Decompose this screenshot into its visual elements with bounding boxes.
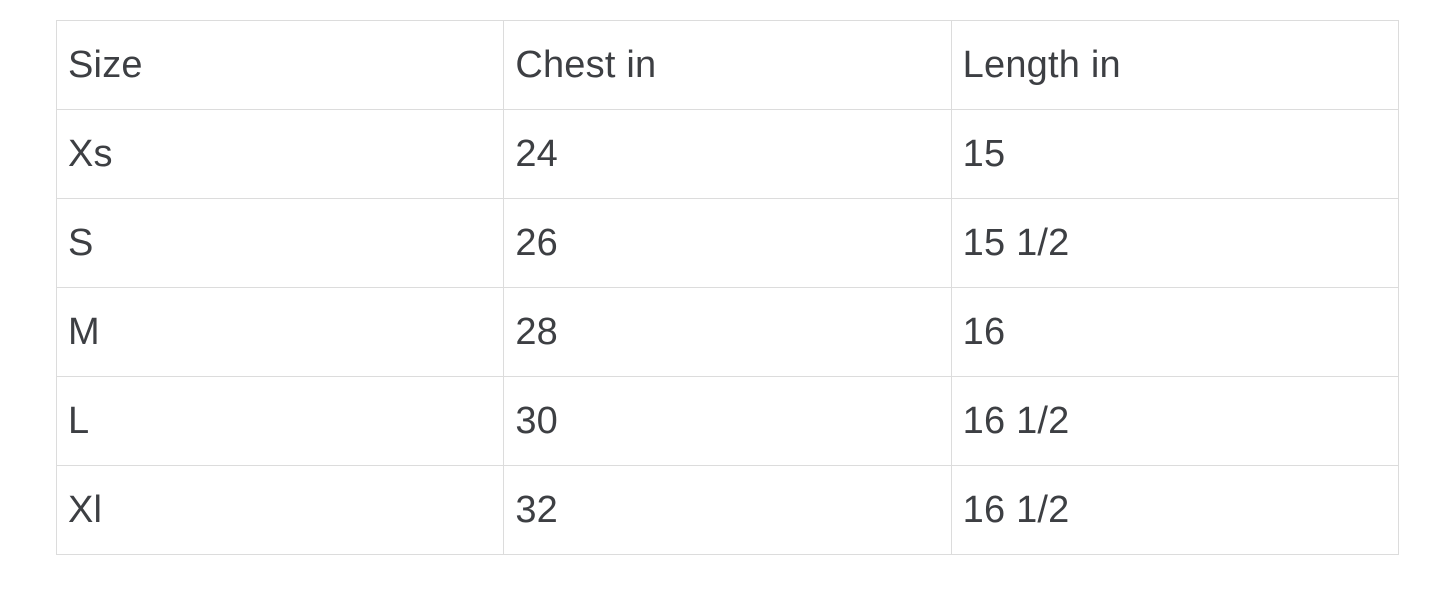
cell-chest: 30 [503,376,952,466]
cell-length: 15 1/2 [950,198,1400,288]
cell-length: 16 [950,287,1400,377]
column-header-length: Length in [950,20,1400,110]
cell-chest: 32 [503,465,952,555]
cell-chest: 26 [503,198,952,288]
table-row-m: M 28 16 [55,287,1400,377]
cell-chest: 28 [503,287,952,377]
table-row-xs: Xs 24 15 [55,109,1400,199]
cell-size: Xs [55,109,505,199]
cell-size: M [55,287,505,377]
cell-size: L [55,376,505,466]
size-chart-body: Xs 24 15 S 26 15 1/2 M 28 16 L 30 16 1/2… [55,109,1400,555]
cell-size: Xl [55,465,505,555]
table-row-l: L 30 16 1/2 [55,376,1400,466]
cell-length: 16 1/2 [950,376,1400,466]
table-row-s: S 26 15 1/2 [55,198,1400,288]
column-header-size: Size [55,20,505,110]
cell-size: S [55,198,505,288]
cell-length: 16 1/2 [950,465,1400,555]
cell-chest: 24 [503,109,952,199]
table-row-xl: Xl 32 16 1/2 [55,465,1400,555]
size-chart-container: Size Chest in Length in Xs 24 15 S 26 15… [55,20,1400,555]
cell-length: 15 [950,109,1400,199]
column-header-chest: Chest in [503,20,952,110]
size-chart-header: Size Chest in Length in [55,20,1400,110]
header-row: Size Chest in Length in [55,20,1400,110]
size-chart-table: Size Chest in Length in Xs 24 15 S 26 15… [55,20,1400,555]
